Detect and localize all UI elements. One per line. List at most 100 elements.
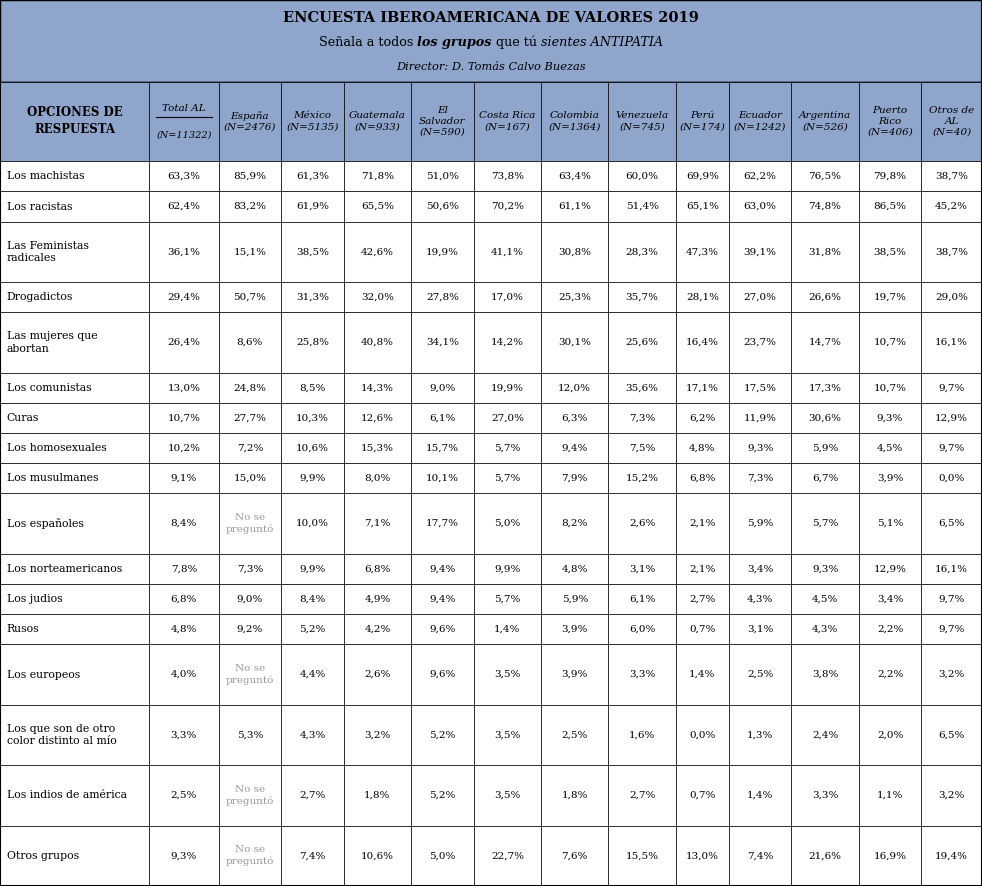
Text: 35,6%: 35,6%: [626, 384, 659, 392]
Bar: [281, 584, 344, 614]
Text: 15,5%: 15,5%: [626, 851, 659, 860]
Text: 7,3%: 7,3%: [747, 474, 773, 483]
Text: 5,0%: 5,0%: [494, 519, 520, 528]
Bar: [344, 373, 411, 403]
Text: 8,0%: 8,0%: [364, 474, 391, 483]
Text: 6,8%: 6,8%: [364, 564, 391, 573]
Bar: [791, 766, 859, 826]
Text: Puerto
Rico
(N=406): Puerto Rico (N=406): [867, 105, 913, 137]
Bar: [149, 373, 219, 403]
Bar: [921, 554, 982, 584]
Text: 6,1%: 6,1%: [429, 414, 456, 423]
Text: 2,1%: 2,1%: [689, 519, 716, 528]
Text: 9,9%: 9,9%: [300, 564, 326, 573]
Text: 2,7%: 2,7%: [300, 791, 326, 800]
Bar: [219, 222, 281, 282]
Text: 0,0%: 0,0%: [689, 731, 716, 740]
Bar: [859, 463, 921, 494]
Text: 19,7%: 19,7%: [874, 292, 906, 301]
Text: 50,6%: 50,6%: [426, 202, 459, 211]
Text: 5,9%: 5,9%: [747, 519, 773, 528]
Text: 3,2%: 3,2%: [364, 731, 391, 740]
Bar: [473, 584, 541, 614]
Text: El
Salvador
(N=590): El Salvador (N=590): [419, 105, 465, 137]
Bar: [541, 312, 609, 373]
Text: 8,4%: 8,4%: [171, 519, 197, 528]
Bar: [411, 161, 473, 191]
Bar: [729, 433, 791, 463]
Bar: [609, 584, 676, 614]
Text: 2,4%: 2,4%: [812, 731, 839, 740]
Bar: [281, 222, 344, 282]
Text: Señala a todos  los grupos  que tú  sientes ANTIPATIA: Señala a todos los grupos que tú sientes…: [316, 35, 666, 49]
Bar: [0, 282, 149, 312]
Text: 6,8%: 6,8%: [689, 474, 716, 483]
Bar: [791, 312, 859, 373]
Bar: [149, 463, 219, 494]
Text: 31,8%: 31,8%: [808, 247, 842, 256]
Bar: [676, 494, 729, 554]
Bar: [411, 373, 473, 403]
Bar: [281, 282, 344, 312]
Bar: [609, 494, 676, 554]
Bar: [281, 644, 344, 705]
Bar: [729, 494, 791, 554]
Text: que tú: que tú: [492, 35, 541, 49]
Text: 30,6%: 30,6%: [808, 414, 842, 423]
Bar: [676, 433, 729, 463]
Text: 6,3%: 6,3%: [562, 414, 588, 423]
Text: 27,8%: 27,8%: [426, 292, 459, 301]
Text: 5,7%: 5,7%: [494, 444, 520, 453]
Text: 3,4%: 3,4%: [747, 564, 773, 573]
Text: 3,2%: 3,2%: [939, 791, 965, 800]
Text: 17,7%: 17,7%: [426, 519, 459, 528]
Bar: [473, 282, 541, 312]
Bar: [729, 373, 791, 403]
Bar: [344, 826, 411, 886]
Text: 5,7%: 5,7%: [494, 474, 520, 483]
Text: 6,7%: 6,7%: [812, 474, 839, 483]
Text: México
(N=5135): México (N=5135): [286, 112, 339, 131]
Bar: [219, 312, 281, 373]
Text: 16,1%: 16,1%: [935, 338, 968, 347]
Text: Argentina
(N=526): Argentina (N=526): [799, 112, 851, 131]
Text: 65,5%: 65,5%: [361, 202, 394, 211]
Bar: [609, 222, 676, 282]
Text: Ecuador
(N=1242): Ecuador (N=1242): [734, 112, 787, 131]
Text: 35,7%: 35,7%: [626, 292, 659, 301]
Bar: [473, 644, 541, 705]
Bar: [149, 161, 219, 191]
Text: 5,9%: 5,9%: [812, 444, 839, 453]
Text: 4,0%: 4,0%: [171, 670, 197, 679]
Text: 5,2%: 5,2%: [429, 731, 456, 740]
Bar: [729, 282, 791, 312]
Text: 10,7%: 10,7%: [874, 384, 906, 392]
Bar: [219, 494, 281, 554]
Bar: [219, 554, 281, 584]
Bar: [921, 614, 982, 644]
Bar: [219, 584, 281, 614]
Text: 19,4%: 19,4%: [935, 851, 968, 860]
Text: 1,4%: 1,4%: [747, 791, 773, 800]
Text: 8,4%: 8,4%: [300, 595, 326, 603]
Text: 16,9%: 16,9%: [874, 851, 906, 860]
Bar: [411, 826, 473, 886]
Bar: [344, 554, 411, 584]
Bar: [676, 312, 729, 373]
Text: 9,6%: 9,6%: [429, 625, 456, 633]
Text: 62,4%: 62,4%: [167, 202, 200, 211]
Bar: [791, 433, 859, 463]
Bar: [676, 82, 729, 161]
Text: 61,9%: 61,9%: [296, 202, 329, 211]
Bar: [676, 614, 729, 644]
Text: 2,6%: 2,6%: [628, 519, 655, 528]
Text: 39,1%: 39,1%: [743, 247, 777, 256]
Text: 4,8%: 4,8%: [562, 564, 588, 573]
Text: 10,0%: 10,0%: [296, 519, 329, 528]
Text: 6,5%: 6,5%: [939, 519, 965, 528]
Bar: [219, 433, 281, 463]
Bar: [0, 0, 982, 82]
Bar: [281, 82, 344, 161]
Text: 50,7%: 50,7%: [234, 292, 266, 301]
Bar: [149, 644, 219, 705]
